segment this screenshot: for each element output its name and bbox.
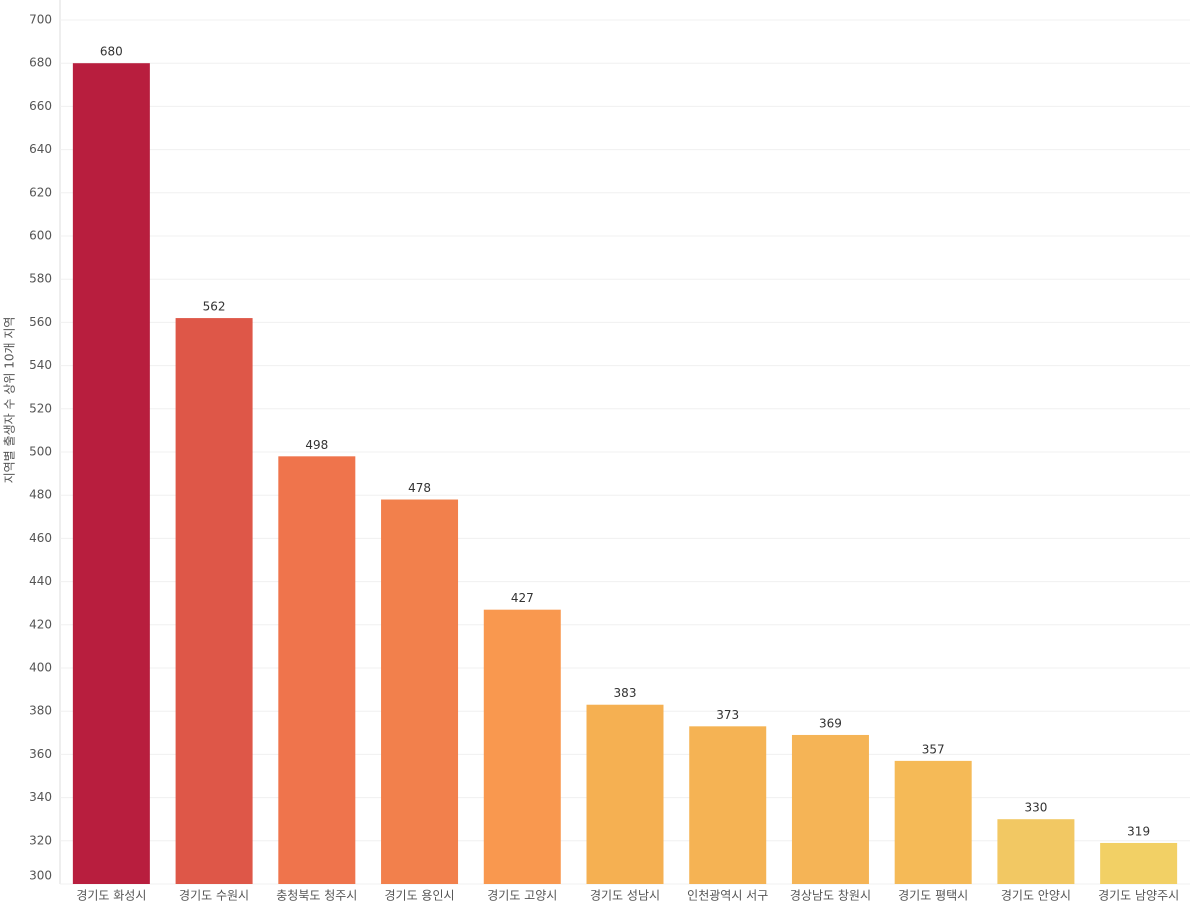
- y-tick-label: 640: [29, 142, 52, 156]
- x-tick-label: 경기도 수원시: [179, 889, 249, 903]
- bar: [381, 499, 459, 884]
- bar: [72, 63, 150, 884]
- value-label: 319: [1127, 824, 1150, 838]
- x-tick-label: 인천광역시 서구: [687, 888, 768, 903]
- x-tick-label: 경기도 용인시: [385, 889, 455, 903]
- value-label: 680: [100, 45, 123, 59]
- value-label: 373: [716, 708, 739, 722]
- y-tick-label: 360: [29, 747, 52, 761]
- y-tick-label: 540: [29, 358, 52, 372]
- y-tick-label: 520: [29, 401, 52, 415]
- y-tick-label: 700: [29, 13, 52, 27]
- value-label: 498: [305, 438, 328, 452]
- y-tick-label: 300: [29, 869, 52, 883]
- bar: [175, 318, 253, 885]
- y-tick-label: 400: [29, 661, 52, 675]
- value-label: 478: [408, 481, 431, 495]
- value-label: 357: [922, 742, 945, 756]
- y-tick-label: 380: [29, 704, 52, 718]
- bar: [997, 819, 1075, 884]
- x-tick-label: 경기도 평택시: [898, 889, 968, 903]
- y-axis-title: 지역별 출생자 수 상위 10개 지역: [3, 317, 17, 484]
- y-tick-label: 600: [29, 229, 52, 243]
- y-tick-label: 680: [29, 56, 52, 70]
- y-tick-label: 580: [29, 272, 52, 286]
- y-tick-label: 480: [29, 488, 52, 502]
- value-label: 330: [1024, 801, 1047, 815]
- x-tick-label: 경기도 성남시: [590, 889, 660, 903]
- y-tick-label: 660: [29, 99, 52, 113]
- x-tick-label: 경기도 남양주시: [1098, 889, 1179, 903]
- value-label: 562: [203, 300, 226, 314]
- value-label: 383: [614, 686, 637, 700]
- bar: [483, 609, 561, 884]
- value-label: 427: [511, 591, 534, 605]
- y-tick-label: 440: [29, 574, 52, 588]
- bar: [278, 456, 356, 884]
- x-tick-label: 경상남도 창원시: [790, 889, 871, 903]
- bar: [1100, 842, 1178, 884]
- y-tick-label: 460: [29, 531, 52, 545]
- bar: [791, 734, 869, 884]
- value-label: 369: [819, 716, 842, 730]
- y-tick-label: 420: [29, 617, 52, 631]
- x-tick-label: 경기도 안양시: [1001, 889, 1071, 903]
- bar: [689, 726, 767, 884]
- x-tick-label: 경기도 화성시: [76, 889, 146, 903]
- x-tick-label: 경기도 고양시: [487, 889, 557, 903]
- y-tick-label: 320: [29, 833, 52, 847]
- y-tick-label: 560: [29, 315, 52, 329]
- bar: [586, 704, 664, 884]
- bar: [894, 760, 972, 884]
- y-tick-label: 620: [29, 185, 52, 199]
- y-tick-label: 500: [29, 445, 52, 459]
- y-tick-label: 340: [29, 790, 52, 804]
- x-tick-label: 충청북도 청주시: [276, 889, 357, 903]
